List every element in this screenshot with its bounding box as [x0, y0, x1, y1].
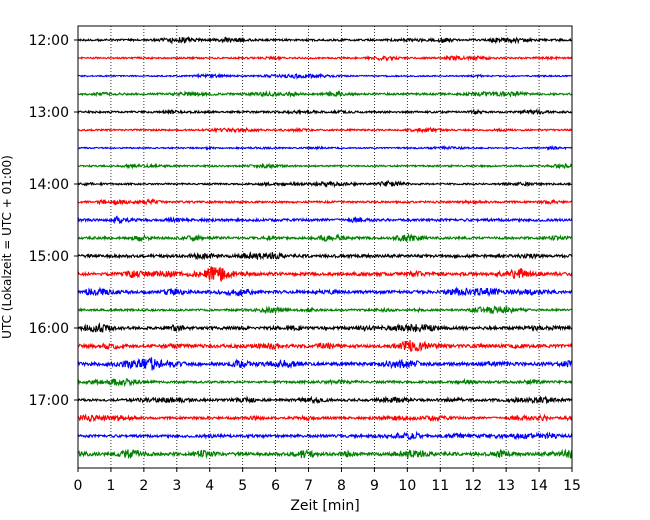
x-tick-label: 11 [431, 478, 449, 494]
seismic-trace [77, 305, 573, 315]
x-tick-label: 4 [205, 478, 214, 494]
x-tick-label: 7 [304, 478, 313, 494]
seismic-trace [77, 162, 573, 170]
seismic-trace [77, 340, 573, 353]
y-tick-label: 13:00 [29, 105, 69, 121]
seismic-trace [77, 35, 573, 45]
seismic-trace [77, 395, 573, 405]
x-tick-label: 9 [370, 478, 379, 494]
x-axis-label: Zeit [min] [290, 498, 359, 514]
x-tick-label: 0 [74, 478, 83, 494]
x-tick-label: 12 [464, 478, 482, 494]
seismic-trace [77, 144, 573, 152]
seismic-trace [77, 251, 573, 261]
seismic-trace [77, 107, 573, 116]
seismic-trace [77, 286, 573, 298]
seismic-trace [77, 215, 573, 225]
seismic-trace [77, 126, 573, 134]
y-tick-label: 16:00 [29, 321, 69, 337]
seismic-trace [78, 179, 573, 189]
seismic-trace [77, 54, 573, 62]
seismic-trace [77, 430, 573, 441]
seismic-traces [77, 35, 573, 460]
y-axis: 12:00 13:00 14:00 15:00 16:00 17:00 [29, 33, 78, 409]
plot-frame [77, 25, 573, 469]
x-axis: 0 1 2 3 4 5 6 7 8 9 10 11 12 13 14 15 [74, 468, 581, 494]
seismic-trace [77, 377, 573, 388]
x-tick-label: 1 [106, 478, 115, 494]
x-tick-label: 8 [337, 478, 346, 494]
x-tick-label: 2 [139, 478, 148, 494]
y-axis-label: UTC (Lokalzeit = UTC + 01:00) [0, 155, 14, 339]
seismic-trace [77, 322, 573, 333]
x-tick-label: 13 [497, 478, 515, 494]
seismic-trace [77, 448, 573, 460]
seismic-trace [77, 265, 573, 283]
seismic-trace [77, 413, 573, 423]
seismic-trace [77, 232, 573, 243]
x-tick-label: 14 [530, 478, 548, 494]
y-tick-label: 12:00 [29, 33, 69, 49]
y-tick-label: 17:00 [29, 393, 69, 409]
seismic-trace [77, 197, 573, 206]
x-tick-label: 5 [238, 478, 247, 494]
seismic-trace [77, 89, 573, 98]
x-tick-label: 3 [172, 478, 181, 494]
y-tick-label: 14:00 [29, 177, 69, 193]
seismic-trace [77, 357, 573, 371]
seismic-trace [77, 72, 573, 80]
x-tick-label: 6 [271, 478, 280, 494]
y-tick-label: 15:00 [29, 249, 69, 265]
x-tick-label: 15 [563, 478, 581, 494]
x-tick-label: 10 [398, 478, 416, 494]
